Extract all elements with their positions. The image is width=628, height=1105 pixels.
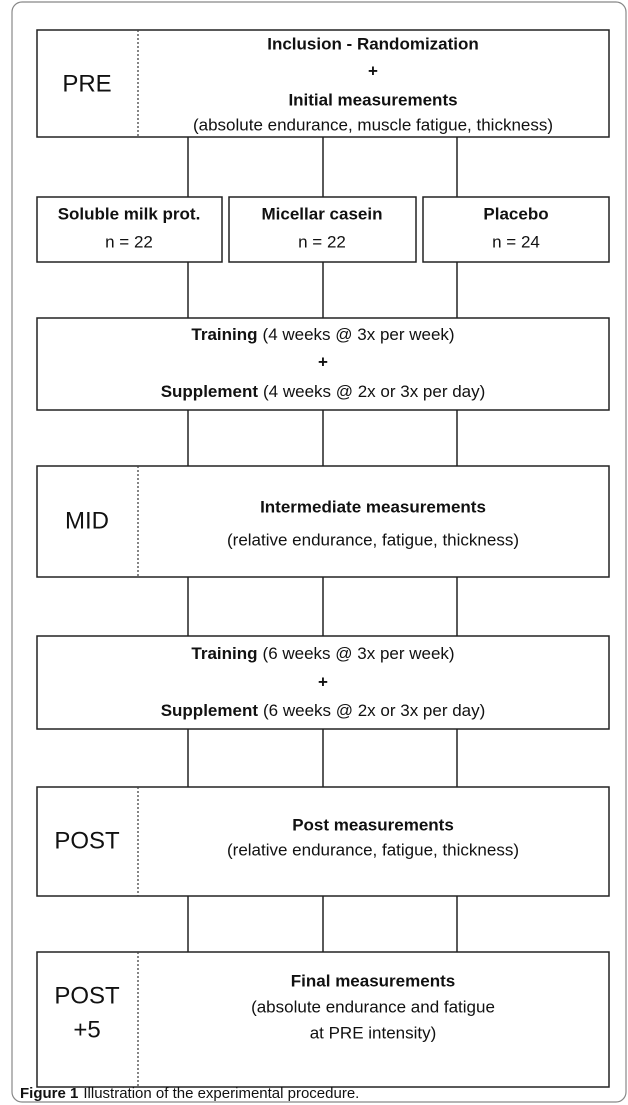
frame bbox=[11, 1, 627, 1103]
training: Training bbox=[191, 644, 257, 663]
title: Final measurements bbox=[291, 971, 455, 990]
box bbox=[228, 196, 417, 263]
group-name: Micellar casein bbox=[262, 204, 383, 223]
box bbox=[36, 786, 610, 897]
training-detail: (6 weeks @ 3x per week) bbox=[263, 644, 455, 663]
title: Post measurements bbox=[292, 815, 454, 834]
subtitle: Initial measurements bbox=[288, 90, 457, 109]
training-line: Training (6 weeks @ 3x per week) bbox=[191, 644, 454, 663]
plus: + bbox=[318, 672, 328, 691]
pre-box: PRE Inclusion - Randomization + Initial … bbox=[36, 29, 610, 138]
supplement-detail: (4 weeks @ 2x or 3x per day) bbox=[263, 382, 485, 401]
supplement: Supplement bbox=[161, 701, 259, 720]
box bbox=[36, 465, 610, 578]
box bbox=[36, 29, 610, 138]
supplement-detail: (6 weeks @ 2x or 3x per day) bbox=[263, 701, 485, 720]
box bbox=[422, 196, 610, 263]
training: Training bbox=[191, 325, 257, 344]
supplement-line: Supplement (4 weeks @ 2x or 3x per day) bbox=[161, 382, 486, 401]
stage-label: MID bbox=[65, 507, 109, 534]
supplement-line: Supplement (6 weeks @ 2x or 3x per day) bbox=[161, 701, 486, 720]
plus: + bbox=[318, 352, 328, 371]
training-detail: (4 weeks @ 3x per week) bbox=[263, 325, 455, 344]
plus: + bbox=[368, 61, 378, 80]
figure-label: Figure 1 bbox=[20, 1085, 78, 1102]
group-n: n = 22 bbox=[298, 232, 346, 251]
training-box-1: Training (4 weeks @ 3x per week) + Supple… bbox=[36, 317, 610, 411]
supplement: Supplement bbox=[161, 382, 259, 401]
title: Intermediate measurements bbox=[260, 497, 486, 516]
stage-label: +5 bbox=[73, 1016, 100, 1043]
title: Inclusion - Randomization bbox=[267, 34, 479, 53]
box bbox=[36, 951, 610, 1088]
group-n: n = 24 bbox=[492, 232, 540, 251]
group-name: Placebo bbox=[483, 204, 548, 223]
post-box: POST Post measurements (relative enduran… bbox=[36, 786, 610, 897]
detail: (relative endurance, fatigue, thickness) bbox=[227, 530, 519, 549]
box bbox=[36, 317, 610, 411]
caption-text: Illustration of the experimental procedu… bbox=[83, 1085, 359, 1102]
detail: (absolute endurance and fatigue bbox=[251, 997, 495, 1016]
group-n: n = 22 bbox=[105, 232, 153, 251]
box bbox=[36, 196, 223, 263]
detail: (relative endurance, fatigue, thickness) bbox=[227, 840, 519, 859]
detail: at PRE intensity) bbox=[310, 1023, 437, 1042]
training-box-2: Training (6 weeks @ 3x per week) + Supple… bbox=[36, 635, 610, 730]
stage-label: POST bbox=[54, 982, 120, 1009]
stage-label: PRE bbox=[62, 70, 111, 97]
box bbox=[36, 635, 610, 730]
group-name: Soluble milk prot. bbox=[58, 204, 201, 223]
mid-box: MID Intermediate measurements (relative … bbox=[36, 465, 610, 578]
training-line: Training (4 weeks @ 3x per week) bbox=[191, 325, 454, 344]
group-boxes: Soluble milk prot. n = 22 Micellar casei… bbox=[36, 196, 610, 263]
post5-box: POST +5 Final measurements (absolute end… bbox=[36, 951, 610, 1088]
stage-label: POST bbox=[54, 827, 120, 854]
caption: Figure 1 Illustration of the experimental… bbox=[20, 1085, 359, 1102]
detail: (absolute endurance, muscle fatigue, thi… bbox=[193, 115, 553, 134]
connectors bbox=[187, 137, 458, 952]
